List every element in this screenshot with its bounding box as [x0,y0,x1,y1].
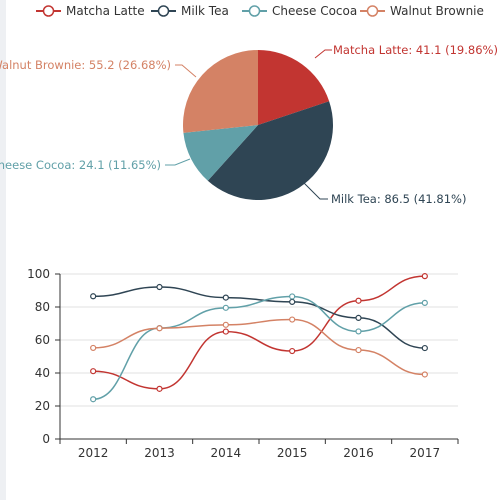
point-walnut-brownie-2016 [355,346,362,354]
legend-label-matcha-latte: Matcha Latte [66,4,145,18]
point-milk-tea-2013 [156,283,163,291]
y-tick-label-0: 0 [42,432,50,446]
point-milk-tea-2015 [289,298,296,305]
point-walnut-brownie-2015 [289,316,296,323]
point-milk-tea-2014 [222,294,229,301]
legend: Matcha Latte Milk Tea Cheese Cocoa Walnut B… [36,4,484,18]
point-walnut-brownie-2014 [222,321,229,328]
point-walnut-brownie-2017 [421,371,428,378]
pie-label-line-walnut-brownie [175,64,197,78]
point-matcha-latte-2015 [289,347,296,355]
point-milk-tea-2012 [90,293,97,300]
y-tick-label-100: 100 [27,267,50,281]
point-matcha-latte-2017 [421,273,428,280]
pie-label-cheese-cocoa: Cheese Cocoa: 24.1 (11.65%) [0,158,161,172]
legend-marker-milk-tea [157,5,170,17]
point-walnut-brownie-2013 [156,325,163,332]
pie-label-matcha-latte: Matcha Latte: 41.1 (19.86%) [333,43,498,57]
point-matcha-latte-2014 [222,328,229,335]
legend-label-cheese-cocoa: Cheese Cocoa [272,4,357,18]
pie-chart: Matcha Latte: 41.1 (19.86%) Milk Tea: 86.… [0,43,498,206]
point-cheese-cocoa-2017 [421,299,428,306]
y-tick-label-80: 80 [35,300,50,314]
series-line-milk-tea [93,286,425,349]
point-matcha-latte-2016 [355,297,362,304]
x-tick-label-2013: 2013 [144,446,175,460]
pie-slice-walnut-brownie [183,50,258,133]
series-line-matcha-latte [93,275,425,390]
pie-slice-matcha-latte [258,50,330,125]
x-tick-label-2017: 2017 [410,446,441,460]
y-tick-label-40: 40 [35,366,50,380]
legend-item-milk-tea: Milk Tea [151,4,229,18]
point-cheese-cocoa-2012 [90,396,97,403]
point-matcha-latte-2013 [156,385,163,392]
series-line-walnut-brownie [93,318,425,376]
point-milk-tea-2017 [421,344,428,352]
y-tick-label-60: 60 [35,333,50,347]
legend-item-matcha-latte: Matcha Latte [36,4,145,18]
pie-label-milk-tea: Milk Tea: 86.5 (41.81%) [331,192,466,206]
pie-label-line-milk-tea [301,180,328,200]
y-tick-label-20: 20 [35,399,50,413]
pie-slice-milk-tea [207,101,333,200]
pie-label-walnut-brownie: Walnut Brownie: 55.2 (26.68%) [0,58,171,72]
x-tick-label-2016: 2016 [343,446,374,460]
left-edge-strip [0,0,6,500]
series-line-cheese-cocoa [93,295,425,400]
pie-label-line-cheese-cocoa [165,158,191,166]
point-cheese-cocoa-2015 [289,293,296,300]
legend-item-walnut-brownie: Walnut Brownie [360,4,484,18]
legend-label-milk-tea: Milk Tea [181,4,229,18]
x-tick-label-2015: 2015 [277,446,308,460]
point-walnut-brownie-2012 [90,344,97,352]
pie-label-line-matcha-latte [314,49,332,59]
point-matcha-latte-2012 [90,368,97,375]
legend-label-walnut-brownie: Walnut Brownie [390,4,484,18]
legend-item-cheese-cocoa: Cheese Cocoa [242,4,357,18]
x-tick-label-2014: 2014 [211,446,242,460]
line-chart: 0 20 40 60 80 100 2012 2013 2014 2015 2016 2017 [27,267,459,460]
point-cheese-cocoa-2014 [222,304,229,311]
point-cheese-cocoa-2016 [355,328,362,335]
x-tick-label-2012: 2012 [78,446,109,460]
legend-marker-matcha-latte [42,5,55,17]
legend-marker-cheese-cocoa [248,5,261,17]
legend-marker-walnut-brownie [366,5,379,17]
pie-slice-cheese-cocoa [183,125,258,181]
point-milk-tea-2016 [355,314,362,321]
